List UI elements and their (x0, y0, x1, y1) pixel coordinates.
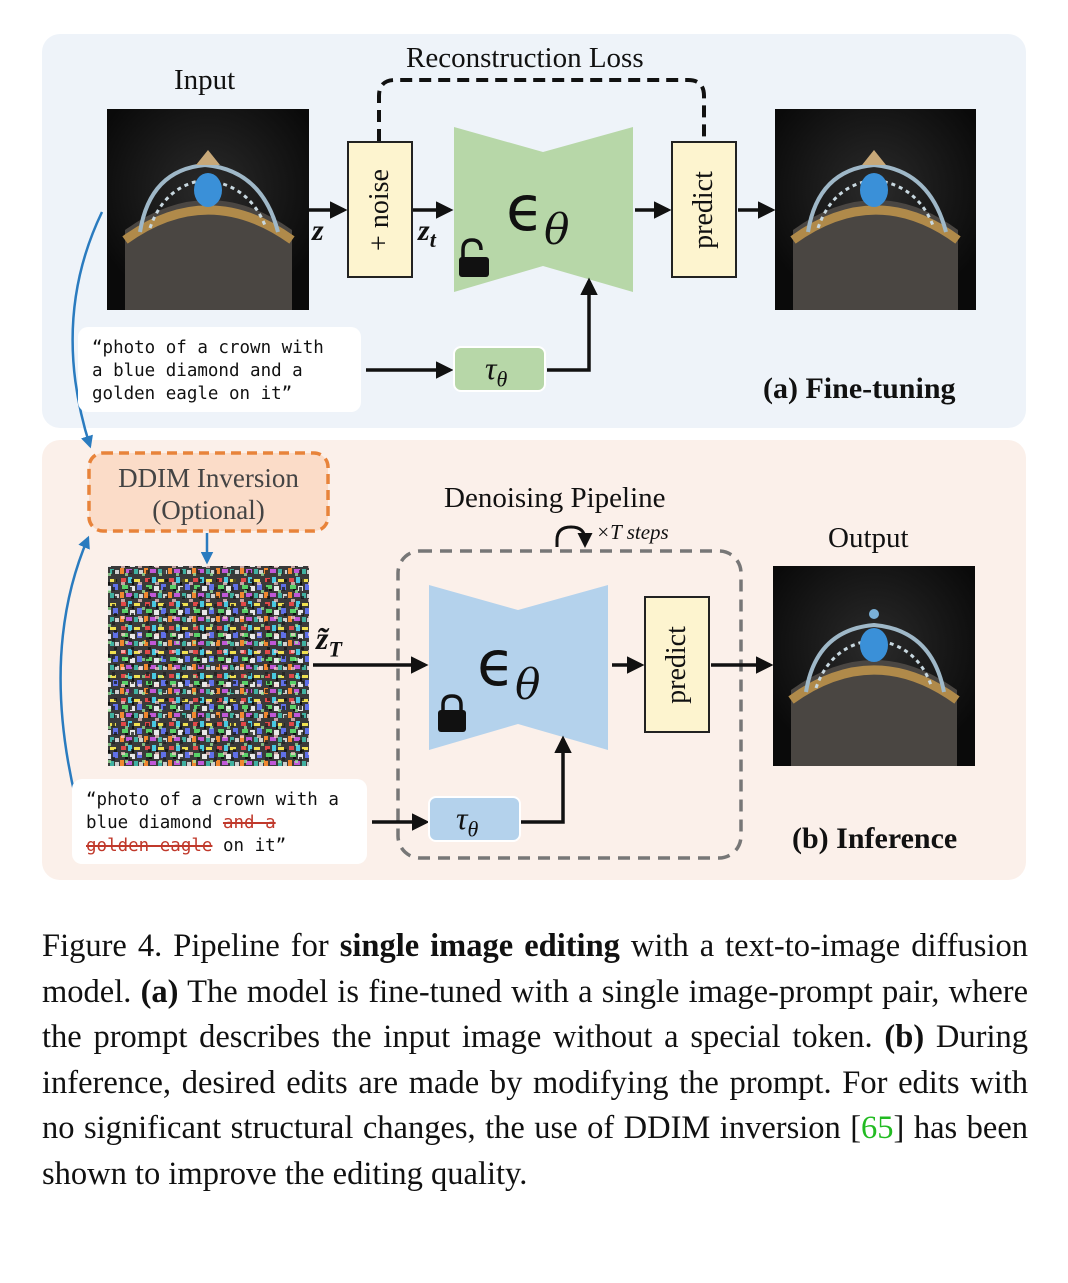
predict-label-b: predict (661, 625, 692, 704)
steps-label: ×T steps (596, 520, 669, 544)
noise-latent-image (108, 566, 309, 766)
loop-arrow-icon (555, 525, 593, 548)
epsilon-theta-b: ϵθ (477, 627, 541, 709)
z-label: z (312, 214, 324, 247)
prompt-box-b: “photo of a crown with a blue diamond an… (72, 779, 367, 864)
inference-title: (b) Inference (792, 822, 958, 855)
predict-label-a: predict (688, 170, 719, 249)
locked-padlock-icon (438, 694, 466, 732)
fine-tuning-title: (a) Fine-tuning (763, 372, 956, 405)
predict-box-b: predict (644, 596, 710, 733)
input-label: Input (174, 64, 236, 96)
tau-box-a: τθ (453, 346, 546, 392)
tau-label-a: τθ (485, 350, 508, 392)
ddim-label: DDIM Inversion (Optional) (118, 463, 299, 525)
pipeline-label: Denoising Pipeline (444, 482, 666, 514)
prompt-curve-arrow (59, 535, 90, 801)
ddim-curve-arrow (71, 211, 104, 449)
figure-caption: Figure 4. Pipeline for single image edit… (42, 928, 1029, 1192)
z-tilde-T-label: z̃T (316, 620, 342, 662)
unet-epsilon-b (429, 585, 608, 750)
output-crown-image (773, 566, 975, 766)
prompt-box-a: “photo of a crown with a blue diamond an… (78, 327, 361, 412)
tau-label-b: τθ (456, 800, 479, 842)
input-crown-image (107, 109, 309, 310)
reconstructed-crown-image (775, 109, 976, 310)
unet-epsilon-a (454, 127, 633, 292)
epsilon-theta-a: ϵθ (506, 172, 570, 254)
tau-box-b: τθ (428, 796, 521, 842)
predict-box-a: predict (671, 141, 737, 278)
reconstruction-loss-line (377, 78, 706, 141)
citation-link[interactable]: 65 (861, 1110, 894, 1146)
denoising-pipeline-box (396, 549, 743, 860)
unlocked-padlock-icon (459, 238, 489, 277)
zt-label: zt (418, 214, 436, 252)
ddim-inversion-box (87, 451, 330, 533)
noise-box: + noise (347, 141, 413, 278)
noise-label: + noise (364, 168, 395, 251)
output-label: Output (828, 522, 909, 554)
reconstruction-loss-label: Reconstruction Loss (406, 42, 644, 74)
